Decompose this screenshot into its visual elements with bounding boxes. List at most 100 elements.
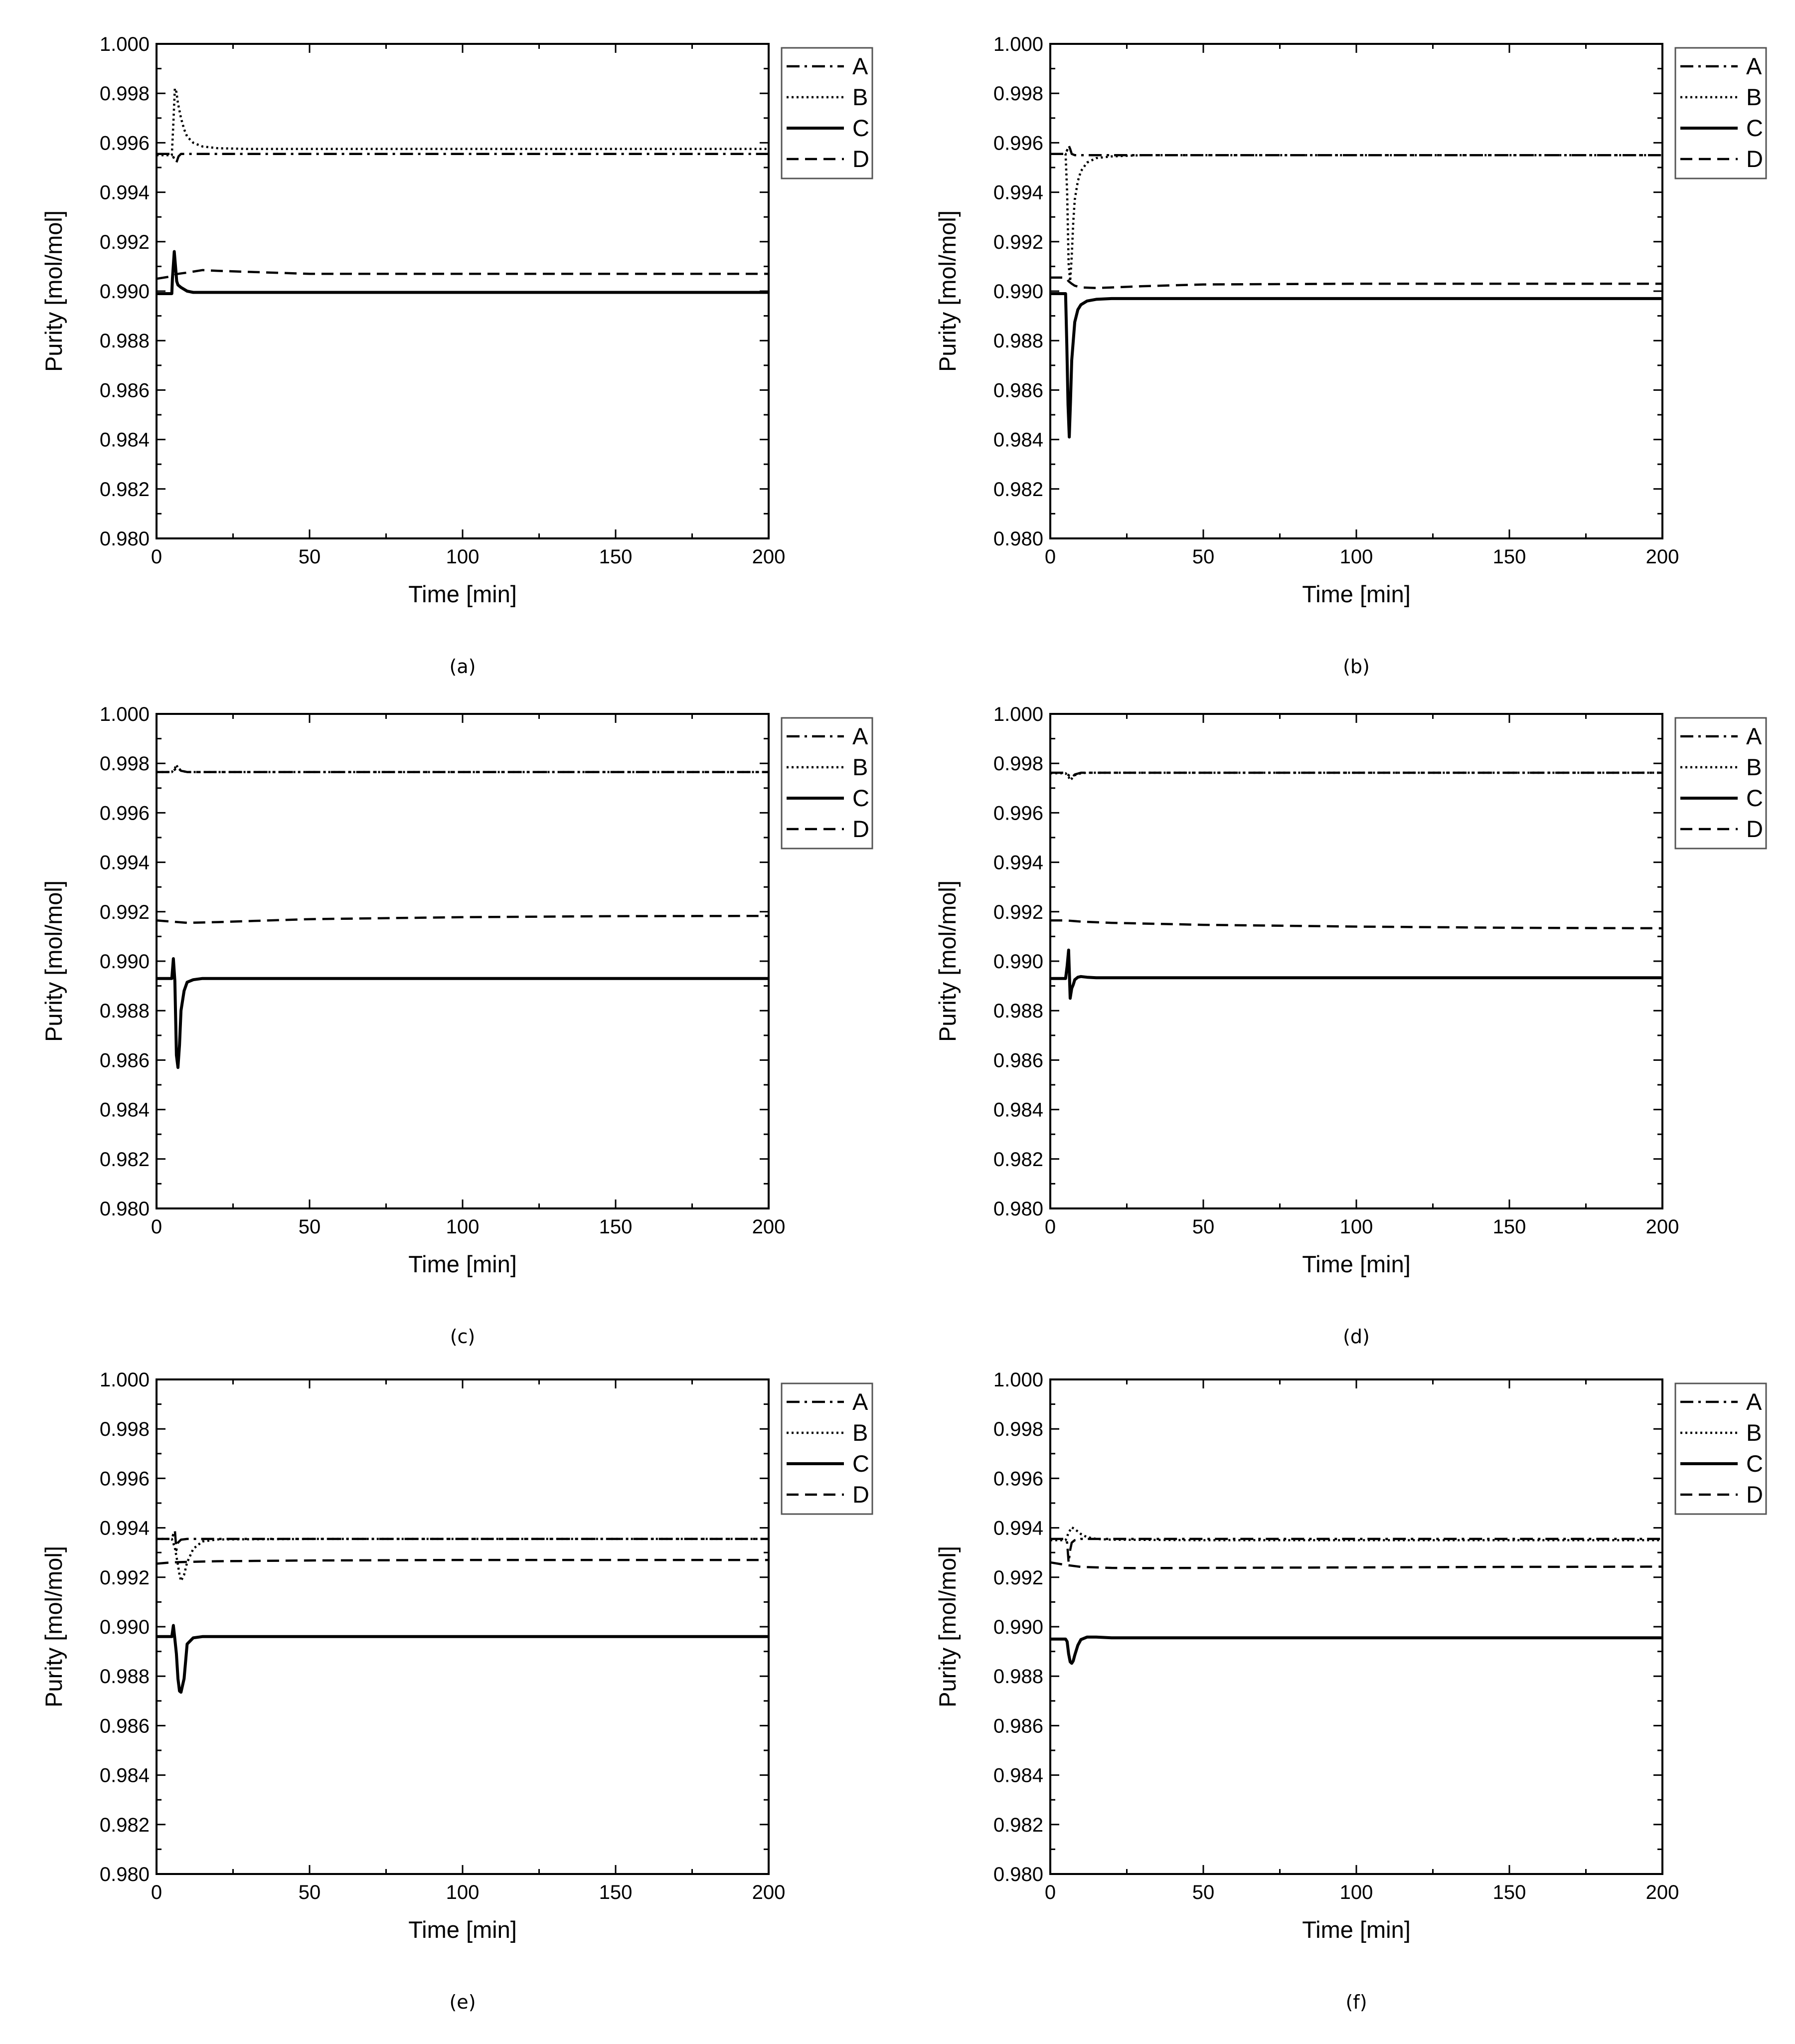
chart-panel-3: 0 50 100 150 200 0.980 0.982 0.984 0.986 0.988 0.9…: [40, 703, 873, 1348]
legend-label-a: A: [852, 723, 868, 749]
legend-label-d: D: [1746, 146, 1763, 172]
legend-label-a: A: [852, 53, 868, 79]
legend-label-b: B: [852, 1419, 868, 1446]
y-tick-label: 0.988: [993, 1000, 1043, 1022]
y-tick-label: 0.986: [993, 379, 1043, 401]
x-tick-label: 150: [1493, 1216, 1526, 1238]
y-axis-title: Purity [mol/mol]: [40, 210, 67, 372]
y-tick-label: 0.990: [993, 1616, 1043, 1638]
legend-label-c: C: [852, 785, 869, 811]
x-tick-label: 100: [1340, 1216, 1373, 1238]
chart-panel-1: 0 50 100 150 200 0.980 0.982 0.984 0.986 0.988 0.9…: [40, 33, 873, 678]
y-tick-label: 1.000: [100, 33, 150, 55]
y-tick-label: 0.992: [993, 1567, 1043, 1589]
x-tick-label: 150: [599, 1216, 633, 1238]
y-tick-label: 0.988: [100, 330, 150, 352]
x-tick-label: 0: [151, 546, 162, 568]
legend-label-d: D: [852, 146, 869, 172]
series-line-b: [1050, 153, 1662, 283]
y-tick-label: 0.986: [100, 1049, 150, 1071]
panel-caption: (b): [1343, 656, 1370, 678]
series-layer: [1050, 144, 1662, 439]
y-tick-label: 0.998: [993, 753, 1043, 775]
legend-label-b: B: [1746, 84, 1762, 110]
legend-box: [1674, 1382, 1767, 1515]
y-tick-label: 0.992: [100, 231, 150, 253]
series-line-a: [1050, 144, 1662, 157]
legend-label-d: D: [852, 816, 869, 842]
series-line-a: [157, 153, 769, 164]
y-tick-label: 0.994: [100, 852, 150, 874]
legend-label-b: B: [1746, 754, 1762, 780]
y-tick-label: 0.998: [993, 83, 1043, 105]
legend-box: [1674, 717, 1767, 850]
x-tick-label: 200: [1646, 546, 1679, 568]
legend-label-a: A: [1746, 1388, 1762, 1415]
legend-box: [781, 717, 873, 850]
y-tick-label: 0.984: [100, 429, 150, 451]
legend-box: [781, 47, 873, 179]
y-tick-label: 0.992: [100, 1567, 150, 1589]
y-tick-label: 0.996: [993, 132, 1043, 154]
legend-box: [1674, 47, 1767, 179]
y-tick-label: 0.990: [100, 951, 150, 973]
x-tick-label: 200: [1646, 1216, 1679, 1238]
x-tick-label: 0: [1045, 1216, 1056, 1238]
x-tick-label: 200: [752, 546, 786, 568]
y-tick-label: 0.994: [100, 182, 150, 204]
series-line-c: [1050, 1635, 1662, 1665]
series-line-c: [1050, 292, 1662, 439]
y-tick-label: 0.982: [993, 1814, 1043, 1836]
x-tick-label: 0: [151, 1881, 162, 1903]
series-line-a: [1050, 771, 1662, 779]
series-layer: [1050, 1526, 1662, 1665]
y-tick-label: 0.988: [100, 1000, 150, 1022]
legend-label-d: D: [1746, 1481, 1763, 1508]
x-tick-label: 50: [1192, 1881, 1215, 1903]
series-line-b: [157, 1537, 769, 1582]
y-tick-label: 0.992: [993, 231, 1043, 253]
x-tick-label: 100: [446, 546, 480, 568]
series-layer: [157, 763, 769, 1069]
series-line-c: [157, 957, 769, 1069]
legend-label-b: B: [1746, 1419, 1762, 1446]
series-layer: [157, 1529, 769, 1694]
chart-panel-6: 0 50 100 150 200 0.980 0.982 0.984 0.986 0.988 0.9…: [934, 1369, 1767, 2013]
x-axis-title: Time [min]: [1302, 1916, 1411, 1943]
panel-caption: (c): [450, 1326, 476, 1348]
x-tick-label: 50: [299, 546, 321, 568]
series-line-d: [1050, 1561, 1662, 1569]
y-tick-label: 0.992: [993, 901, 1043, 923]
series-line-d: [1050, 276, 1662, 289]
y-tick-label: 0.980: [993, 1198, 1043, 1220]
y-tick-label: 0.982: [100, 1814, 150, 1836]
x-tick-label: 200: [752, 1881, 786, 1903]
series-line-b: [157, 763, 769, 773]
legend-label-c: C: [852, 115, 869, 141]
y-tick-label: 0.980: [100, 528, 150, 550]
plot-frame: [1049, 1378, 1663, 1875]
plot-frame: [1049, 713, 1663, 1209]
x-tick-label: 200: [752, 1216, 786, 1238]
y-tick-label: 1.000: [100, 703, 150, 725]
y-axis-title: Purity [mol/mol]: [934, 210, 961, 372]
legend-label-c: C: [1746, 115, 1763, 141]
y-tick-label: 0.986: [993, 1049, 1043, 1071]
y-tick-label: 0.996: [100, 132, 150, 154]
x-tick-label: 150: [599, 1881, 633, 1903]
y-tick-label: 0.982: [993, 479, 1043, 501]
y-tick-label: 0.996: [993, 1468, 1043, 1490]
y-tick-label: 0.980: [100, 1198, 150, 1220]
y-tick-label: 0.984: [100, 1099, 150, 1121]
y-tick-label: 0.986: [100, 379, 150, 401]
plot-frame: [1049, 43, 1663, 539]
x-axis-title: Time [min]: [408, 581, 517, 607]
legend-label-a: A: [852, 1388, 868, 1415]
panel-caption: (d): [1343, 1326, 1370, 1348]
series-line-b: [157, 87, 769, 157]
x-tick-label: 50: [299, 1881, 321, 1903]
